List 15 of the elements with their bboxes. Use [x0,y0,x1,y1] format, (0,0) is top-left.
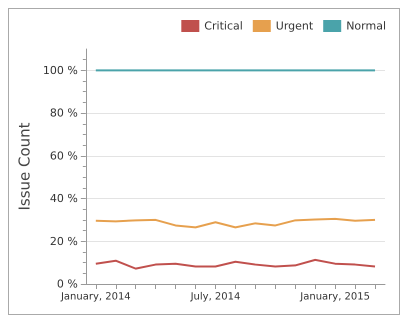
legend-label: Normal [346,20,386,32]
y-tick-label: 20 % [50,234,78,248]
x-tick-label: July, 2014 [190,292,240,302]
y-tick-label: 60 % [50,149,78,162]
y-tick-label: 80 % [50,106,78,120]
y-tick-label: 100 % [42,64,78,77]
y-tick-label: 40 % [50,192,78,206]
x-tick-label: January, 2014 [60,292,131,302]
line-series [94,218,376,228]
legend-label: Critical [204,20,243,32]
line-series [94,258,376,270]
x-tick-label: January, 2015 [299,292,370,302]
legend-label: Urgent [276,20,314,32]
y-tick-label: 0 % [56,278,78,290]
y-axis-title: Issue Count [16,122,34,211]
